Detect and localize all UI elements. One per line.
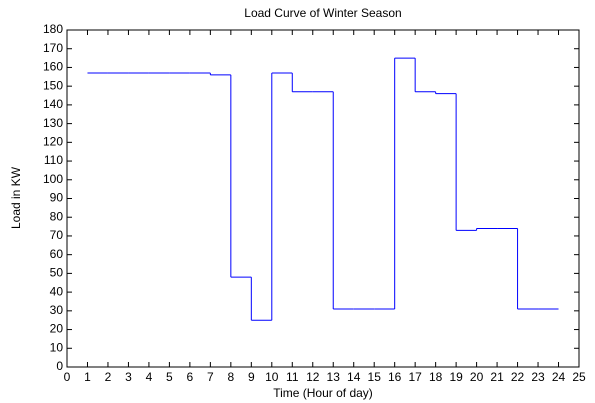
y-tick-label: 160 (43, 60, 63, 74)
y-tick-label: 170 (43, 41, 63, 55)
x-tick-label: 2 (105, 370, 112, 384)
y-tick-label: 10 (50, 340, 64, 354)
x-tick-label: 4 (146, 370, 153, 384)
y-tick-label: 40 (50, 284, 64, 298)
y-tick-label: 180 (43, 22, 63, 36)
y-tick-label: 20 (50, 322, 64, 336)
y-axis-label: Load in KW (9, 166, 23, 229)
x-tick-label: 13 (327, 370, 341, 384)
x-tick-label: 19 (449, 370, 463, 384)
x-tick-label: 17 (408, 370, 422, 384)
y-tick-label: 30 (50, 303, 64, 317)
y-tick-label: 60 (50, 247, 64, 261)
x-tick-label: 1 (84, 370, 91, 384)
x-tick-label: 8 (227, 370, 234, 384)
x-axis-label: Time (Hour of day) (273, 386, 373, 400)
y-tick-label: 110 (44, 153, 63, 167)
x-tick-label: 16 (388, 370, 402, 384)
x-tick-label: 25 (572, 370, 586, 384)
x-tick-label: 6 (187, 370, 194, 384)
y-tick-label: 90 (50, 191, 64, 205)
x-tick-label: 12 (306, 370, 320, 384)
x-tick-label: 7 (207, 370, 214, 384)
x-tick-label: 21 (490, 370, 504, 384)
y-tick-label: 50 (50, 266, 64, 280)
x-tick-label: 23 (531, 370, 545, 384)
y-tick-label: 70 (50, 228, 64, 242)
x-tick-label: 14 (347, 370, 361, 384)
y-tick-label: 120 (43, 135, 63, 149)
x-tick-label: 20 (470, 370, 484, 384)
x-tick-label: 11 (286, 370, 299, 384)
x-tick-label: 3 (125, 370, 132, 384)
x-tick-label: 0 (64, 370, 71, 384)
x-tick-label: 5 (166, 370, 173, 384)
y-tick-label: 140 (43, 97, 63, 111)
y-tick-label: 0 (56, 359, 63, 373)
y-tick-label: 100 (43, 172, 63, 186)
x-tick-label: 10 (265, 370, 279, 384)
y-tick-label: 80 (50, 209, 64, 223)
chart-title: Load Curve of Winter Season (244, 6, 401, 20)
x-tick-label: 9 (248, 370, 255, 384)
y-tick-label: 150 (43, 78, 63, 92)
x-tick-label: 24 (552, 370, 566, 384)
x-tick-label: 18 (429, 370, 443, 384)
x-tick-label: 15 (368, 370, 382, 384)
x-tick-label: 22 (511, 370, 525, 384)
y-tick-label: 130 (43, 116, 63, 130)
